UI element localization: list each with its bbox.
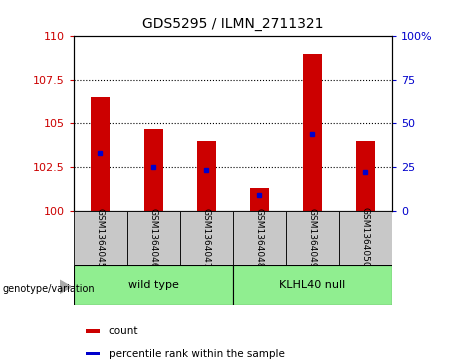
Text: GSM1364045: GSM1364045 xyxy=(96,208,105,268)
Bar xyxy=(74,211,127,265)
Text: GSM1364048: GSM1364048 xyxy=(255,208,264,268)
Bar xyxy=(339,211,392,265)
Bar xyxy=(87,352,100,355)
Polygon shape xyxy=(60,280,71,293)
Bar xyxy=(87,329,100,333)
Bar xyxy=(233,211,286,265)
Bar xyxy=(250,188,269,211)
Text: genotype/variation: genotype/variation xyxy=(2,284,95,294)
Bar xyxy=(144,129,163,211)
Bar xyxy=(127,211,180,265)
Bar xyxy=(180,211,233,265)
Text: wild type: wild type xyxy=(128,280,179,290)
Bar xyxy=(356,141,375,211)
Bar xyxy=(303,54,322,211)
Bar xyxy=(197,141,216,211)
Bar xyxy=(286,211,339,265)
Title: GDS5295 / ILMN_2711321: GDS5295 / ILMN_2711321 xyxy=(142,17,324,31)
Text: KLHL40 null: KLHL40 null xyxy=(279,280,345,290)
Bar xyxy=(74,265,233,305)
Text: GSM1364050: GSM1364050 xyxy=(361,207,370,268)
Text: count: count xyxy=(109,326,138,336)
Bar xyxy=(91,97,110,211)
Text: percentile rank within the sample: percentile rank within the sample xyxy=(109,349,284,359)
Bar xyxy=(233,265,392,305)
Text: GSM1364049: GSM1364049 xyxy=(308,208,317,268)
Text: GSM1364046: GSM1364046 xyxy=(149,208,158,268)
Text: GSM1364047: GSM1364047 xyxy=(202,208,211,268)
